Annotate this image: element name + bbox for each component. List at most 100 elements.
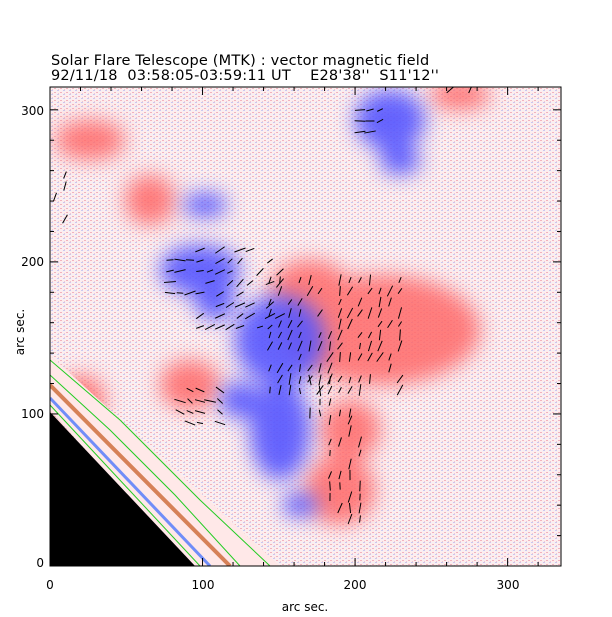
field-vector [184, 290, 196, 296]
field-vector [164, 280, 176, 284]
field-vector [317, 287, 323, 295]
field-vector [329, 375, 331, 385]
field-vector [318, 409, 322, 417]
field-vector [397, 288, 403, 294]
field-vector [328, 414, 332, 426]
field-vector [174, 269, 186, 273]
field-vector [277, 286, 283, 296]
field-vector [245, 312, 255, 320]
field-vector [297, 340, 303, 352]
y-axis-label: arc sec. [13, 308, 27, 356]
field-vector [317, 309, 323, 317]
field-vector [468, 87, 472, 94]
field-vector [399, 329, 401, 341]
field-vector [318, 332, 322, 338]
field-vector [63, 171, 67, 179]
field-vector [327, 362, 333, 374]
field-vector [245, 302, 255, 308]
field-vector [175, 409, 185, 415]
field-vector [187, 398, 193, 404]
field-vector [217, 409, 223, 415]
field-vector [214, 420, 226, 426]
field-vector [174, 398, 186, 404]
field-vector [225, 323, 235, 331]
plot-frame [49, 86, 562, 567]
field-vector [338, 437, 342, 447]
field-vector [337, 308, 343, 318]
field-vector [216, 398, 224, 404]
vector-field [53, 87, 472, 525]
field-vector [348, 458, 352, 470]
field-vector [298, 331, 302, 339]
field-vector [398, 277, 402, 283]
field-vector [206, 269, 214, 273]
field-vector [308, 374, 312, 386]
field-vector [318, 374, 322, 386]
field-vector [215, 386, 225, 394]
field-vector [234, 302, 246, 308]
field-vector [279, 276, 281, 284]
field-vector [278, 320, 282, 328]
plot-subtitle: 92/11/18 03:58:05-03:59:11 UT E28'38'' S… [51, 68, 440, 84]
field-vector [387, 319, 393, 329]
field-vector [388, 363, 392, 373]
field-vector [298, 376, 302, 384]
field-vector [357, 309, 363, 317]
field-vector [337, 329, 343, 341]
field-vector [267, 324, 273, 330]
field-vector [278, 385, 282, 395]
x-tick-label: 200 [343, 578, 367, 592]
field-vector [346, 286, 354, 296]
field-vector [204, 324, 216, 330]
field-vector [348, 352, 352, 362]
field-vector [376, 352, 384, 362]
field-vector [298, 309, 302, 317]
field-vector [327, 331, 333, 339]
magnetogram-image [50, 87, 561, 566]
field-vector [328, 398, 332, 406]
field-vector [358, 449, 362, 457]
field-vector [347, 513, 353, 525]
field-vector [328, 471, 332, 479]
field-vector [268, 331, 272, 339]
axis-ticks [49, 87, 561, 567]
field-vector [195, 387, 205, 393]
field-vector [308, 340, 312, 352]
field-vector [277, 342, 283, 350]
field-vector [396, 374, 404, 384]
field-vector [195, 312, 205, 320]
field-vector [347, 386, 353, 394]
field-vector [358, 277, 362, 283]
field-vector [357, 353, 363, 361]
off-disk-region [50, 412, 195, 566]
field-vector [184, 420, 196, 426]
field-vector [326, 352, 334, 362]
field-vector [366, 108, 374, 112]
field-vector [164, 291, 176, 295]
field-vector [288, 373, 292, 385]
y-tick-label: 0 [36, 556, 44, 570]
field-vector [287, 364, 293, 372]
field-vector [376, 108, 384, 112]
field-vector [369, 374, 371, 384]
field-vector [358, 502, 362, 514]
field-vector [347, 318, 353, 330]
field-vector [367, 331, 373, 339]
field-vector [196, 325, 204, 329]
field-vector [166, 269, 174, 273]
field-vector [215, 324, 225, 330]
field-vector [267, 341, 273, 351]
field-vector [275, 278, 285, 288]
field-vector [367, 352, 373, 362]
field-vector [359, 515, 361, 523]
field-vector [378, 296, 382, 308]
field-vector [347, 415, 353, 425]
field-vector [388, 297, 392, 307]
field-vector [338, 409, 342, 417]
field-vector [397, 340, 403, 352]
field-vector [227, 258, 233, 264]
field-vector [367, 307, 373, 319]
field-vector [386, 285, 394, 297]
field-vector [337, 375, 343, 383]
field-vector [308, 275, 312, 285]
